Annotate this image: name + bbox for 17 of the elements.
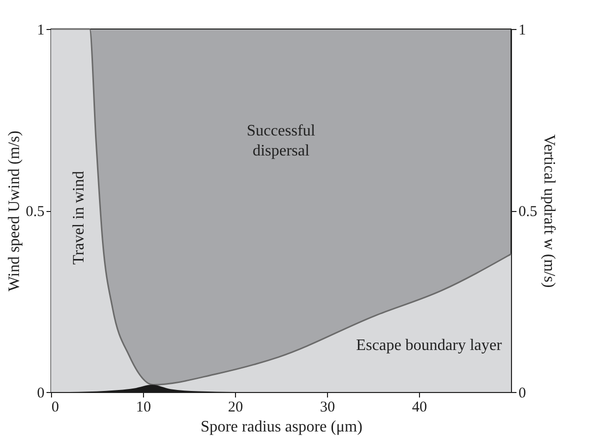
annotation: Successful dispersal <box>246 122 316 160</box>
y-tick-label: 0 <box>37 386 44 402</box>
annotation: Escape boundary layer <box>356 336 502 354</box>
x-tick-label: 0 <box>52 400 59 416</box>
y2-tick-label: 0 <box>518 386 526 402</box>
y2-tick-label: 0.5 <box>518 204 538 220</box>
x-tick-label: 20 <box>228 400 243 416</box>
x-tick-label: 30 <box>320 400 335 416</box>
x-tick-label: 40 <box>412 400 427 416</box>
y-tick-label: 0.5 <box>26 204 44 220</box>
y2-tick-label: 1 <box>518 22 526 38</box>
annotation: Travel in wind <box>70 170 88 265</box>
x-axis-title: Spore radius aspore (μm) <box>200 418 362 436</box>
y-axis-title: Wind speed Uwind (m/s) <box>6 130 23 292</box>
y-tick-label: 1 <box>37 22 44 38</box>
x-tick-label: 10 <box>136 400 151 416</box>
y2-axis-title: Vertical updraft w (m/s) <box>540 134 558 288</box>
